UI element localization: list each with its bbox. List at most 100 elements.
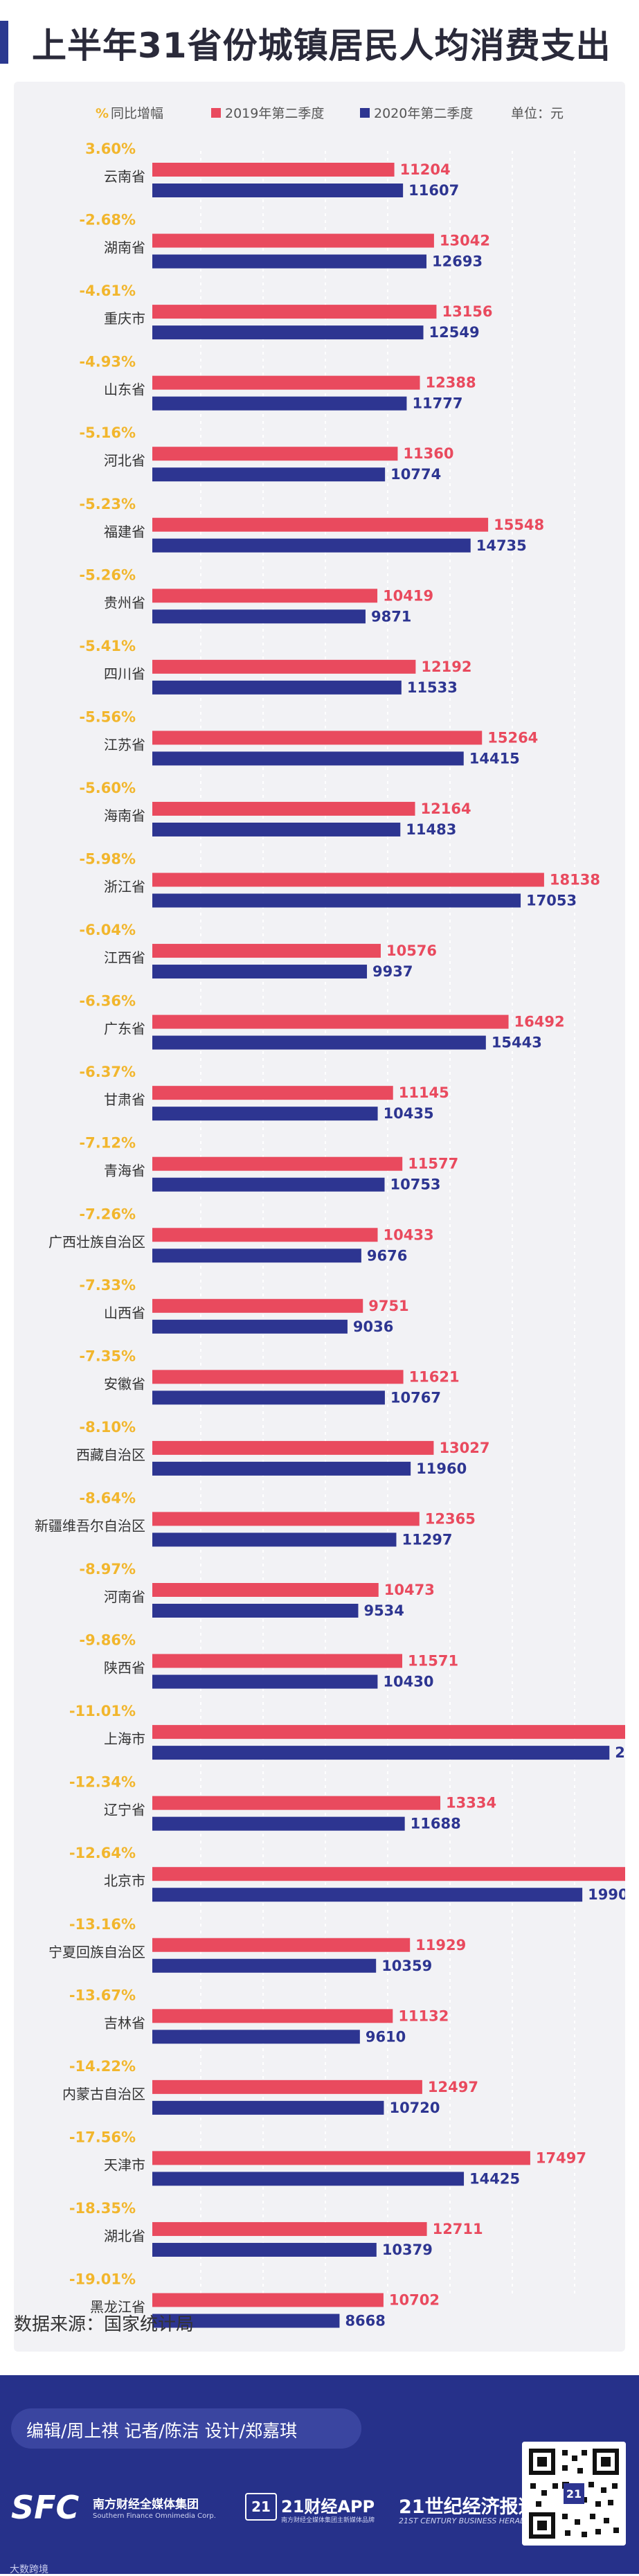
pct-label: -12.64% — [69, 1845, 136, 1861]
bar-2019 — [152, 375, 420, 390]
bar-2019 — [152, 1298, 363, 1313]
value-label-2020: 10379 — [382, 2242, 433, 2258]
bar-2020 — [152, 1461, 411, 1476]
bar-chart: % 同比增幅 2019年第二季度 2020年第二季度 单位：元 3.60% 云南省 11204… — [35, 106, 625, 2329]
pct-label: -5.41% — [79, 638, 136, 654]
province-label: 辽宁省 — [104, 1802, 145, 1818]
pct-label: -2.68% — [79, 212, 136, 229]
bar-2019 — [152, 1228, 378, 1242]
legend-unit: 单位：元 — [511, 106, 564, 121]
bar-2020 — [152, 2172, 465, 2186]
value-label-2019: 10473 — [384, 1582, 435, 1598]
bar-2019 — [152, 1156, 403, 1171]
pct-label: -5.98% — [79, 851, 136, 868]
bar-2020 — [152, 1035, 486, 1050]
bar-2019 — [152, 731, 483, 745]
province-label: 河南省 — [104, 1589, 145, 1605]
watermark-text: 大数跨境 — [10, 2564, 48, 2575]
province-label: 重庆市 — [104, 310, 145, 327]
footer: 编辑/周上祺 记者/陈洁 设计/郑嘉琪 SFC 南方财经全媒体集团 Southe… — [0, 2375, 639, 2575]
province-label: 山西省 — [104, 1305, 145, 1321]
bar-2020 — [152, 893, 521, 908]
value-label-2019: 17497 — [536, 2149, 586, 2166]
page-title: 上半年31省份城镇居民人均消费支出 — [32, 26, 611, 66]
value-label-2019: 12192 — [421, 659, 471, 675]
value-label-2020: 21163 — [615, 1744, 625, 1761]
province-label: 黑龙江省 — [90, 2299, 145, 2316]
value-label-2020: 10720 — [389, 2100, 440, 2116]
pct-label: -8.10% — [79, 1419, 136, 1435]
pct-label: -7.35% — [79, 1348, 136, 1364]
bar-2020 — [152, 184, 404, 197]
bar-2020 — [152, 1319, 348, 1334]
title-area: 上半年31省份城镇居民人均消费支出 — [0, 0, 639, 82]
org-name: 南方财经全媒体集团 — [93, 2498, 199, 2512]
province-label: 湖南省 — [104, 240, 145, 256]
bar-2020 — [152, 1249, 361, 1263]
value-label-2020: 11688 — [411, 1816, 461, 1832]
legend-2019-swatch — [211, 108, 221, 118]
pct-label: -5.23% — [79, 496, 136, 512]
value-label-2019: 11577 — [408, 1156, 458, 1172]
pct-label: -7.12% — [79, 1135, 136, 1152]
province-label: 上海市 — [104, 1730, 145, 1747]
bar-2020 — [152, 751, 464, 766]
pct-label: -11.01% — [69, 1703, 136, 1719]
sfc-logo: SFC — [11, 2489, 80, 2526]
province-label: 广西壮族自治区 — [48, 1233, 145, 1250]
province-label: 浙江省 — [104, 879, 145, 895]
legend-pct-symbol: % — [96, 106, 109, 121]
value-label-2020: 10430 — [383, 1674, 433, 1690]
value-label-2019: 10419 — [383, 587, 433, 604]
bar-2020 — [152, 2030, 360, 2044]
pct-label: -18.35% — [69, 2200, 136, 2217]
province-label: 北京市 — [104, 1872, 145, 1889]
value-label-2019: 18138 — [550, 872, 600, 888]
pct-label: -13.16% — [69, 1916, 136, 1933]
value-label-2019: 15264 — [487, 729, 538, 746]
province-label: 西藏自治区 — [76, 1447, 145, 1463]
bar-2020 — [152, 1107, 378, 1121]
province-label: 海南省 — [104, 807, 145, 824]
pct-label: -5.16% — [79, 424, 136, 441]
app-logo-icon: 21 — [245, 2493, 277, 2521]
bar-2019 — [152, 659, 416, 674]
province-label: 云南省 — [104, 168, 145, 185]
bar-2020 — [152, 1177, 385, 1192]
bar-2019 — [152, 873, 544, 887]
bar-2020 — [152, 1604, 359, 1618]
bar-2020 — [152, 1958, 377, 1973]
bar-2020 — [152, 538, 471, 553]
value-label-2019: 13042 — [440, 233, 490, 249]
bar-2019 — [152, 1867, 625, 1881]
value-label-2019: 13334 — [446, 1795, 496, 1812]
bar-2019 — [152, 1796, 441, 1810]
value-label-2020: 10359 — [381, 1958, 432, 1974]
bar-2019 — [152, 1654, 403, 1668]
pct-label: -14.22% — [69, 2058, 136, 2075]
bar-2019 — [152, 589, 378, 603]
bar-2019 — [152, 944, 381, 958]
pct-label: -5.26% — [79, 566, 136, 583]
value-label-2019: 13156 — [442, 303, 492, 320]
qr-code-icon[interactable]: 21 — [522, 2442, 626, 2546]
value-label-2020: 14425 — [469, 2170, 520, 2187]
province-label: 安徽省 — [104, 1375, 145, 1392]
app-subtitle: 南方财经全媒体集团主新媒体品牌 — [281, 2517, 375, 2524]
bar-2019 — [152, 517, 489, 532]
bar-2020 — [152, 467, 386, 482]
province-label: 湖北省 — [104, 2228, 145, 2244]
pct-label: -13.67% — [69, 1987, 136, 2003]
province-label: 甘肃省 — [104, 1091, 145, 1108]
value-label-2020: 9937 — [372, 963, 413, 980]
province-label: 贵州省 — [104, 594, 145, 611]
bar-2019 — [152, 163, 395, 177]
value-label-2020: 11607 — [408, 182, 459, 199]
credits-text: 编辑/周上祺 记者/陈洁 设计/郑嘉琪 — [26, 2421, 298, 2441]
bar-2019 — [152, 305, 437, 319]
value-label-2020: 17053 — [526, 893, 577, 909]
pct-label: -17.56% — [69, 2129, 136, 2145]
province-label: 江西省 — [104, 949, 145, 966]
bar-2020 — [152, 1390, 385, 1405]
pct-label: -19.01% — [69, 2271, 136, 2288]
